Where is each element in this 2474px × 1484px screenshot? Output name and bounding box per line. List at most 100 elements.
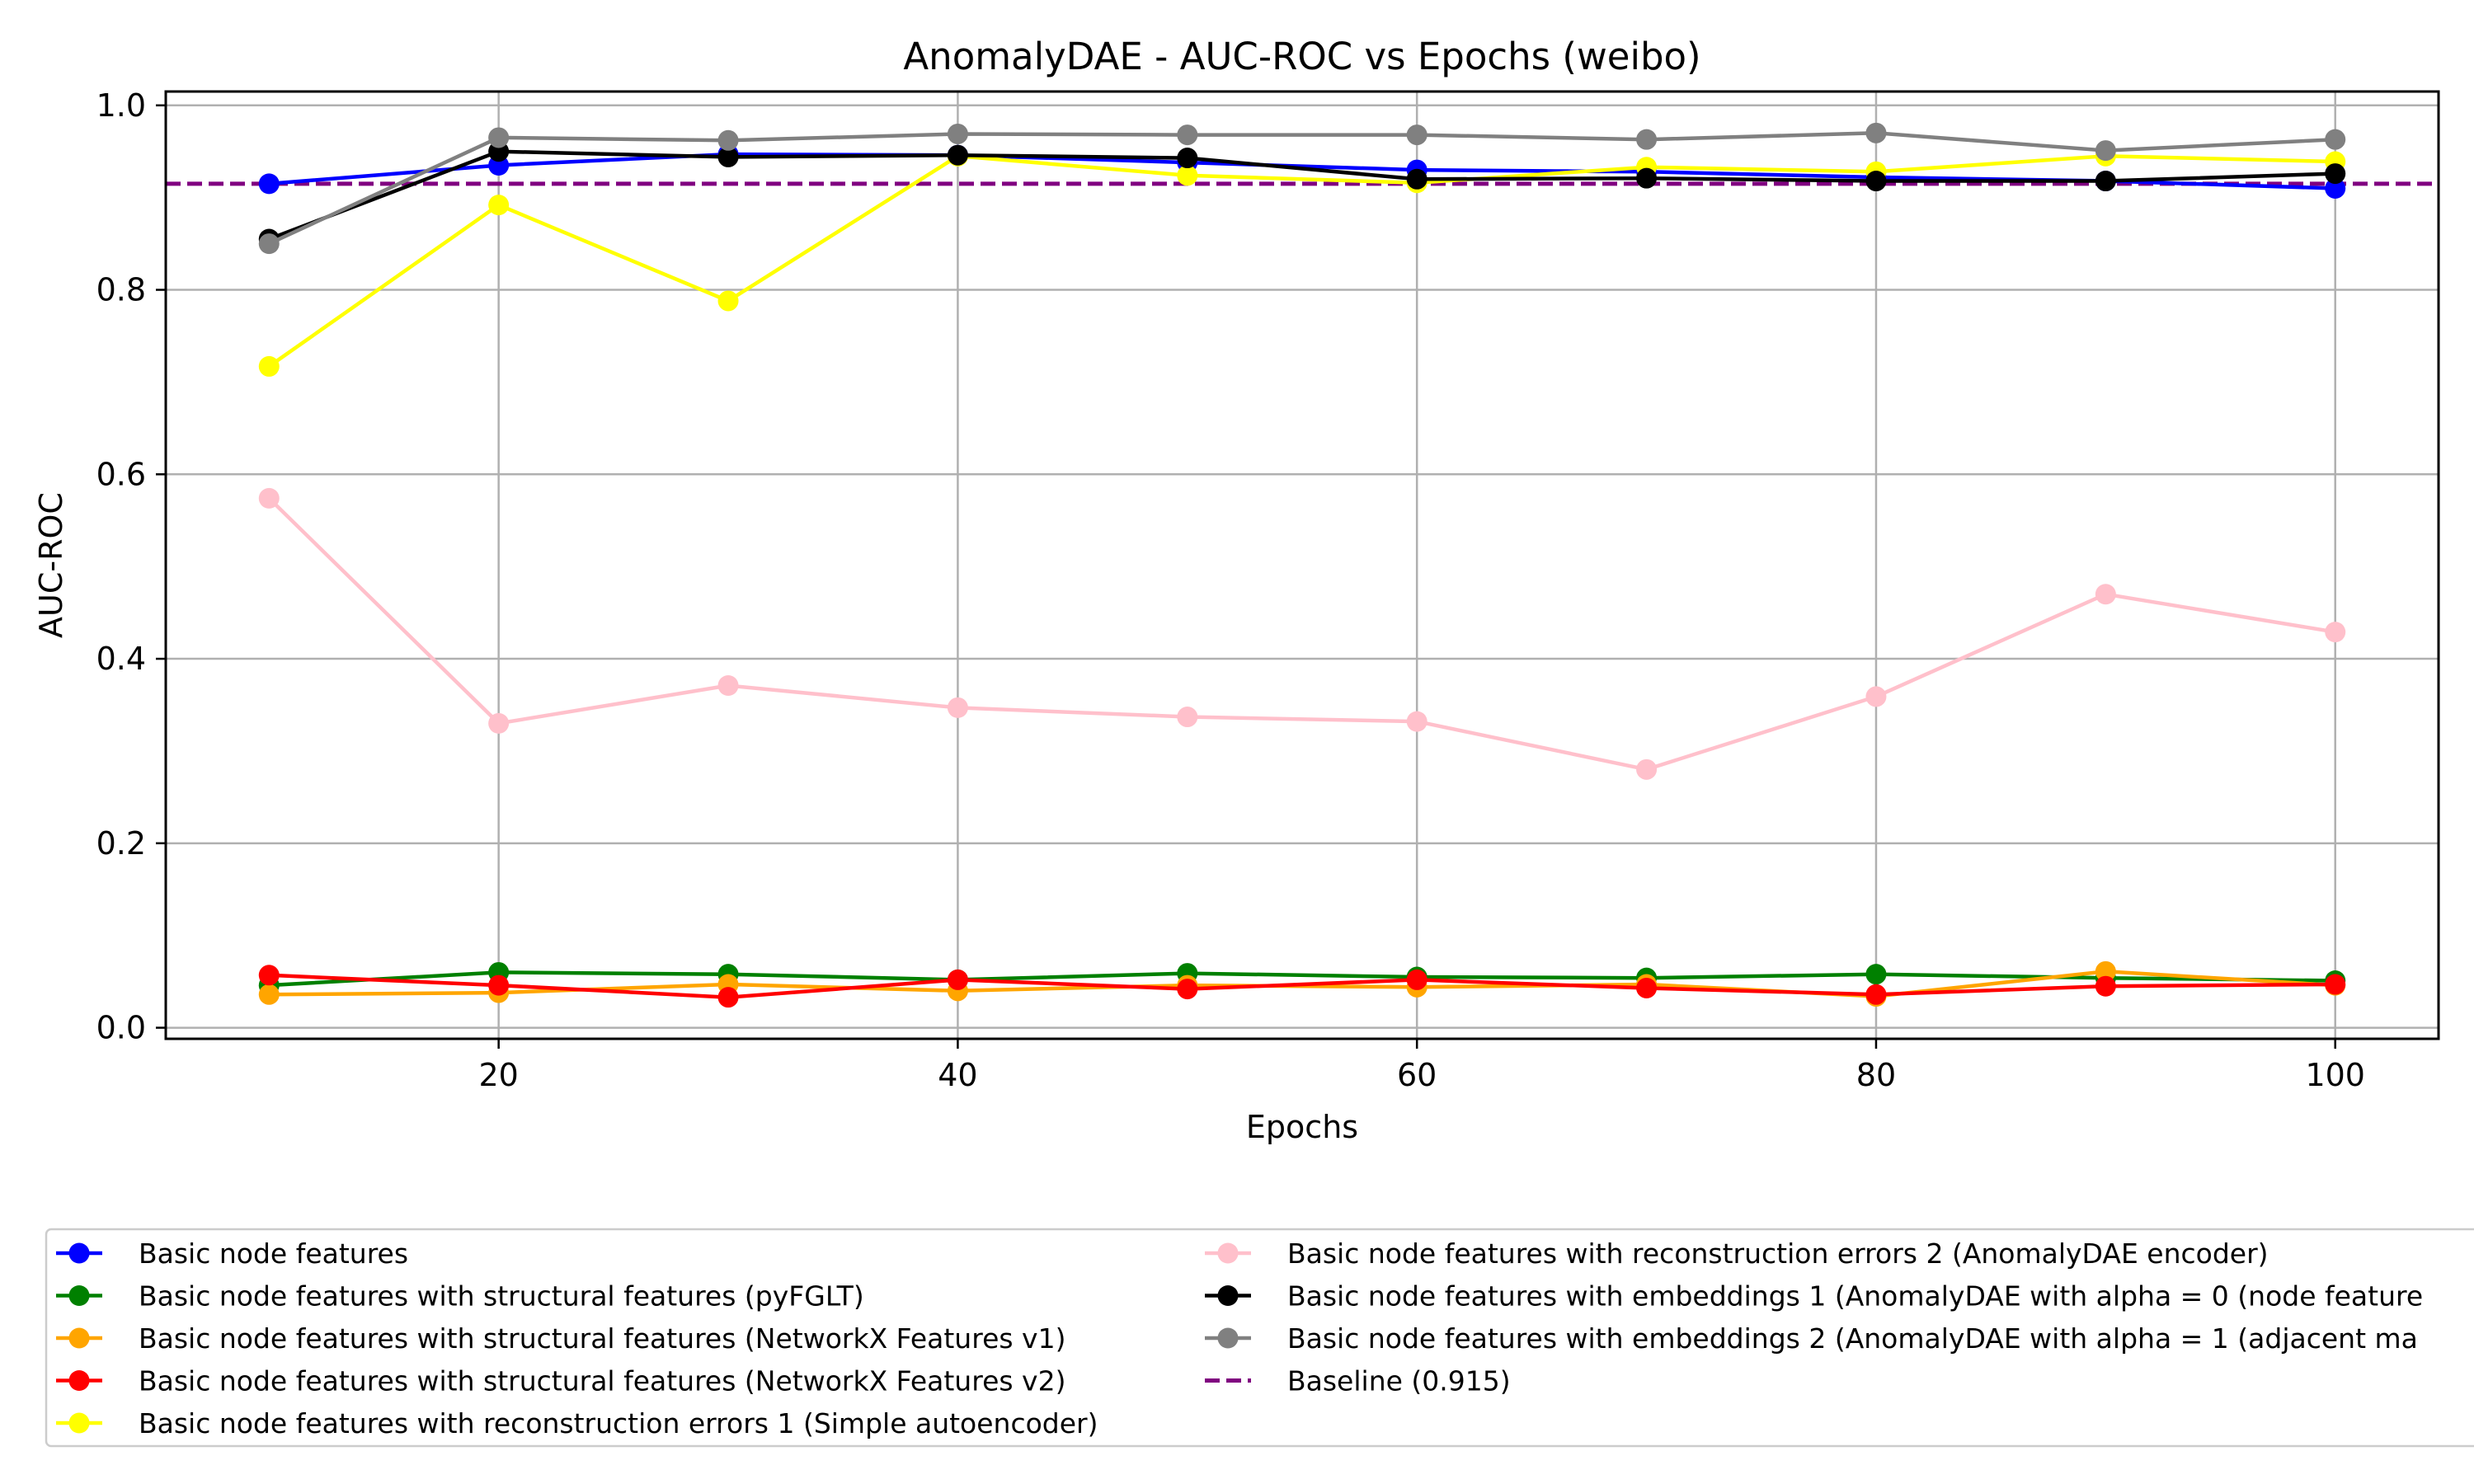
- legend-swatch-marker: [68, 1370, 90, 1391]
- y-tick-label: 0.0: [96, 1010, 146, 1046]
- legend-entry: Basic node features with structural feat…: [56, 1280, 864, 1313]
- legend-swatch-marker: [68, 1285, 90, 1306]
- series-line: [268, 131, 2335, 246]
- data-point: [1406, 168, 1427, 190]
- legend-entry: Basic node features with reconstruction …: [1205, 1237, 2269, 1270]
- data-point: [258, 487, 280, 509]
- axis-ticks: 20 40 60 80 100 0.0 0.2 0.4 0.6 0.8 1.0: [96, 87, 2365, 1093]
- legend: Basic node features Basic node features w…: [45, 1228, 2474, 1448]
- x-tick-label: 60: [1397, 1057, 1437, 1093]
- legend-label: Basic node features with structural feat…: [139, 1280, 864, 1313]
- data-point: [1406, 969, 1427, 990]
- data-point: [1865, 122, 1887, 143]
- data-point: [488, 712, 510, 734]
- data-point: [258, 965, 280, 986]
- data-point: [947, 697, 968, 718]
- series-7: [258, 141, 2346, 250]
- legend-entry: Basic node features: [56, 1237, 408, 1270]
- legend-label: Basic node features with reconstruction …: [1287, 1237, 2269, 1270]
- series-6: [258, 487, 2346, 780]
- legend-swatch-marker: [68, 1242, 90, 1264]
- legend-label: Basic node features with structural feat…: [139, 1365, 1065, 1397]
- x-tick-label: 80: [1856, 1057, 1896, 1093]
- data-point: [717, 146, 739, 167]
- data-point: [717, 675, 739, 697]
- data-point: [1865, 964, 1887, 985]
- data-point: [258, 233, 280, 255]
- data-point: [1636, 758, 1658, 780]
- y-tick-label: 0.2: [96, 825, 146, 862]
- legend-label: Basic node features with embeddings 2 (A…: [1287, 1322, 2418, 1355]
- series-4: [258, 965, 2346, 1008]
- legend-frame: [45, 1228, 2474, 1448]
- series-line: [269, 152, 2335, 190]
- data-point: [2325, 974, 2346, 995]
- data-point: [488, 974, 510, 996]
- data-point: [2325, 163, 2346, 185]
- series-line: [269, 973, 2335, 999]
- data-point: [258, 355, 280, 377]
- legend-label: Basic node features with structural feat…: [139, 1322, 1065, 1355]
- grid-lines: [166, 92, 2439, 1039]
- y-tick-label: 0.6: [96, 456, 146, 492]
- data-point: [1865, 984, 1887, 1005]
- data-point: [2095, 960, 2116, 982]
- legend-entry: Basic node features with embeddings 1 (A…: [1205, 1280, 2423, 1313]
- legend-label: Basic node features with reconstruction …: [139, 1407, 1098, 1439]
- data-point: [1177, 165, 1198, 186]
- data-point: [2325, 129, 2346, 150]
- data-point: [1177, 979, 1198, 1000]
- data-point: [488, 127, 510, 148]
- series-line: [268, 149, 2335, 242]
- data-point: [1865, 686, 1887, 707]
- data-point: [717, 987, 739, 1008]
- legend-swatch-marker: [1217, 1285, 1239, 1306]
- data-point: [2325, 622, 2346, 643]
- data-point: [1177, 707, 1198, 728]
- y-tick-label: 0.4: [96, 641, 146, 677]
- legend-label: Basic node features: [139, 1237, 408, 1270]
- series-line: [269, 970, 2335, 988]
- data-point: [1636, 977, 1658, 998]
- legend-label: Baseline (0.915): [1287, 1365, 1511, 1397]
- data-point: [1177, 124, 1198, 146]
- legend-swatch-marker: [1217, 1327, 1239, 1349]
- legend-entry: Basic node features with structural feat…: [56, 1365, 1065, 1397]
- data-point: [1406, 124, 1427, 146]
- y-tick-label: 0.8: [96, 272, 146, 308]
- legend-swatch-marker: [68, 1327, 90, 1349]
- legend-swatch-marker: [68, 1412, 90, 1434]
- x-tick-label: 40: [938, 1057, 977, 1093]
- data-point: [2325, 177, 2346, 199]
- series-layer: [258, 122, 2346, 1008]
- chart-title: AnomalyDAE - AUC-ROC vs Epochs (weibo): [903, 35, 1700, 78]
- data-point: [2095, 975, 2116, 997]
- x-tick-label: 20: [478, 1057, 518, 1093]
- data-point: [1865, 171, 1887, 192]
- series-8: [258, 122, 2346, 255]
- x-tick-label: 100: [2305, 1057, 2365, 1093]
- legend-entry: Basic node features with embeddings 2 (A…: [1205, 1322, 2418, 1355]
- series-line: [268, 154, 2335, 369]
- data-point: [258, 173, 280, 195]
- data-point: [2095, 140, 2116, 162]
- data-point: [947, 144, 968, 166]
- data-point: [947, 969, 968, 990]
- legend-swatch-marker: [1217, 1242, 1239, 1264]
- data-point: [717, 129, 739, 151]
- data-point: [1177, 148, 1198, 169]
- data-point: [717, 290, 739, 312]
- data-point: [2095, 584, 2116, 605]
- data-point: [488, 195, 510, 216]
- x-axis-label: Epochs: [1246, 1109, 1358, 1145]
- plot-area-frame: [164, 90, 2440, 1040]
- legend-label: Basic node features with embeddings 1 (A…: [1287, 1280, 2423, 1313]
- data-point: [2095, 171, 2116, 192]
- y-tick-label: 1.0: [96, 87, 146, 124]
- series-line: [267, 496, 2336, 772]
- legend-entry: Baseline (0.915): [1205, 1365, 1511, 1397]
- data-point: [1636, 167, 1658, 189]
- legend-entry: Basic node features with structural feat…: [56, 1322, 1065, 1355]
- legend-entry: Basic node features with reconstruction …: [56, 1407, 1098, 1439]
